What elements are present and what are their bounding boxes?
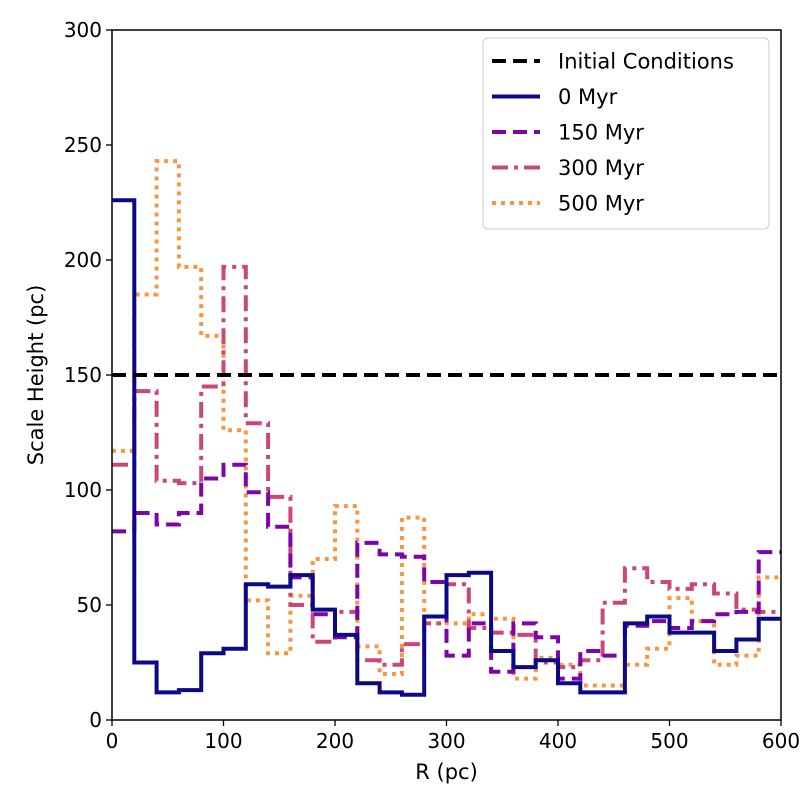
- y-tick-label: 0: [89, 708, 102, 732]
- legend-label-150-myr: 150 Myr: [558, 121, 644, 145]
- series-layer: [112, 159, 781, 697]
- y-tick-label: 250: [64, 133, 102, 157]
- x-tick-label: 200: [316, 729, 354, 753]
- y-tick-label: 200: [64, 248, 102, 272]
- x-tick-label: 400: [539, 729, 577, 753]
- y-tick-label: 300: [64, 18, 102, 42]
- legend-label-500-myr: 500 Myr: [558, 192, 644, 216]
- x-tick-label: 600: [762, 729, 800, 753]
- plot-frame: [111, 29, 782, 721]
- series-150-myr-line: [112, 462, 781, 681]
- y-axis-label: Scale Height (pc): [24, 285, 48, 466]
- legend-label-300-myr: 300 Myr: [558, 156, 644, 180]
- legend-box: [482, 37, 770, 230]
- x-tick-label: 0: [106, 729, 119, 753]
- series-300-myr-line: [112, 264, 781, 670]
- legend-label-initial-conditions: Initial Conditions: [558, 50, 734, 74]
- ticks-layer: 0 100 200 300 400 500 600 0 50 100 150 200 250 300: [64, 18, 800, 753]
- x-tick-label: 100: [204, 729, 242, 753]
- x-axis-label: R (pc): [415, 760, 478, 784]
- legend: Initial Conditions 0 Myr 150 Myr 300 Myr 500…: [482, 37, 770, 230]
- x-tick-label: 300: [427, 729, 465, 753]
- series-0-myr-line: [112, 198, 781, 697]
- y-tick-label: 150: [64, 363, 102, 387]
- y-tick-label: 50: [77, 593, 102, 617]
- y-tick-label: 100: [64, 478, 102, 502]
- legend-label-0-myr: 0 Myr: [558, 85, 618, 109]
- x-tick-label: 500: [650, 729, 688, 753]
